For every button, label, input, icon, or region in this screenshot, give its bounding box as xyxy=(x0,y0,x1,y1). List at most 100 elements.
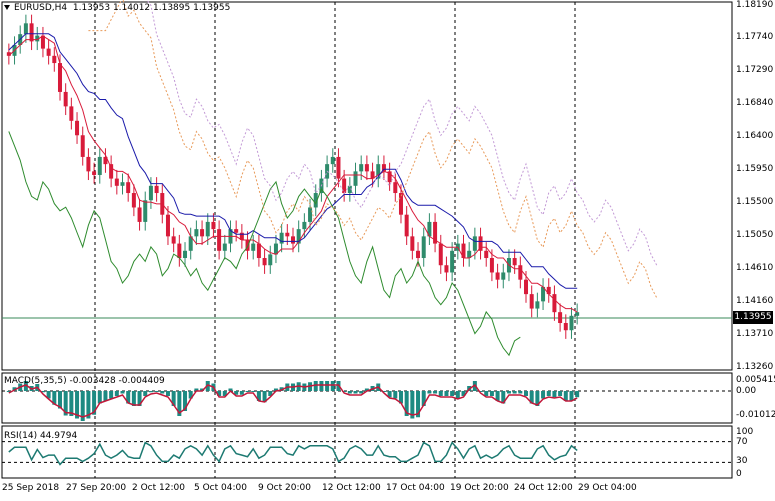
macd-bar xyxy=(575,391,580,398)
candle-body xyxy=(75,120,80,136)
macd-axis-label: 0.00 xyxy=(736,386,757,396)
macd-bar xyxy=(114,391,119,396)
candle-body xyxy=(165,214,170,237)
candle-body xyxy=(512,258,517,266)
candle-body xyxy=(57,63,62,92)
candle-body xyxy=(558,312,563,324)
macd-bar xyxy=(194,388,199,391)
kijun-line xyxy=(8,33,578,289)
rsi-axis-label: 100 xyxy=(736,427,754,437)
macd-bar xyxy=(552,391,557,398)
macd-bar xyxy=(148,391,153,393)
macd-bar xyxy=(126,391,131,404)
macd-bar xyxy=(569,391,574,401)
macd-bar xyxy=(558,391,563,396)
macd-bar xyxy=(120,391,125,394)
macd-bar xyxy=(103,391,108,401)
candle-body xyxy=(421,236,426,259)
macd-bar xyxy=(97,391,102,404)
rsi-axis-label: 0 xyxy=(736,469,742,479)
macd-bar xyxy=(12,387,17,391)
candle-body xyxy=(518,265,523,280)
macd-bar xyxy=(404,391,409,416)
candle-body xyxy=(495,272,500,280)
candle-body xyxy=(342,178,347,194)
candle-body xyxy=(239,232,244,240)
macd-bar xyxy=(57,391,62,409)
macd-bar xyxy=(427,391,432,394)
candle-body xyxy=(433,221,438,244)
candle-body xyxy=(535,301,540,309)
macd-bar xyxy=(177,391,182,416)
price-label: 1.14610 xyxy=(736,263,774,273)
macd-bar xyxy=(489,391,494,396)
candle-body xyxy=(541,286,546,302)
time-label: 24 Oct 12:00 xyxy=(514,483,573,493)
time-label: 2 Oct 12:00 xyxy=(132,483,185,493)
macd-bar xyxy=(256,391,261,401)
time-label: 27 Sep 20:00 xyxy=(66,483,127,493)
macd-bar xyxy=(245,391,250,392)
macd-bar xyxy=(563,391,568,401)
time-label: 5 Oct 04:00 xyxy=(194,483,247,493)
price-label: 1.15050 xyxy=(736,230,774,240)
macd-bar xyxy=(137,391,142,406)
rsi-label: RSI(14) 44.9794 xyxy=(4,431,78,441)
price-label: 1.13260 xyxy=(736,362,774,372)
price-label: 1.18190 xyxy=(736,0,774,10)
candle-body xyxy=(222,243,227,251)
candle-body xyxy=(97,156,102,175)
candle-body xyxy=(478,236,483,251)
macd-bar xyxy=(6,391,11,392)
macd-bar xyxy=(325,381,330,391)
candle-body xyxy=(438,243,443,266)
candle-body xyxy=(563,323,568,331)
rsi-pane-frame xyxy=(1,425,733,479)
macd-bar xyxy=(359,391,364,394)
candle-body xyxy=(370,171,375,179)
candle-body xyxy=(575,312,580,316)
macd-bar xyxy=(444,391,449,396)
rsi-axis-label: 30 xyxy=(736,456,748,466)
candle-body xyxy=(23,23,28,35)
rsi-axis-label: 70 xyxy=(736,437,748,447)
macd-bar xyxy=(279,387,284,391)
macd-pane-frame xyxy=(1,372,733,424)
macd-bar xyxy=(387,391,392,398)
macd-bar xyxy=(433,391,438,394)
candle-body xyxy=(285,232,290,237)
candle-body xyxy=(529,294,534,309)
candle-body xyxy=(336,156,341,179)
candle-body xyxy=(484,250,489,259)
macd-bar xyxy=(86,391,91,419)
macd-bar xyxy=(109,391,114,399)
candle-body xyxy=(171,236,176,244)
price-label: 1.16400 xyxy=(736,131,774,141)
candle-body xyxy=(427,221,432,237)
price-label: 1.15500 xyxy=(736,197,774,207)
price-label: 1.17740 xyxy=(736,32,774,42)
current-price-tag: 1.13955 xyxy=(733,311,773,324)
macd-bar xyxy=(171,391,176,406)
candle-body xyxy=(472,236,477,251)
macd-bar xyxy=(23,381,28,391)
macd-bar xyxy=(461,391,466,396)
candle-body xyxy=(410,236,415,251)
macd-bar xyxy=(455,391,460,399)
candle-body xyxy=(262,258,267,266)
candle-body xyxy=(40,35,45,49)
price-label: 1.16840 xyxy=(736,98,774,108)
macd-bar xyxy=(143,391,148,396)
macd-bar xyxy=(228,388,233,391)
macd-bar xyxy=(421,391,426,406)
candle-body xyxy=(46,48,51,56)
candle-body xyxy=(114,178,119,186)
candle-body xyxy=(137,207,142,222)
candle-body xyxy=(86,156,91,172)
time-label: 17 Oct 04:00 xyxy=(386,483,445,493)
triangle-down-icon[interactable] xyxy=(4,5,10,10)
macd-bar xyxy=(524,391,529,396)
candle-body xyxy=(35,35,40,42)
